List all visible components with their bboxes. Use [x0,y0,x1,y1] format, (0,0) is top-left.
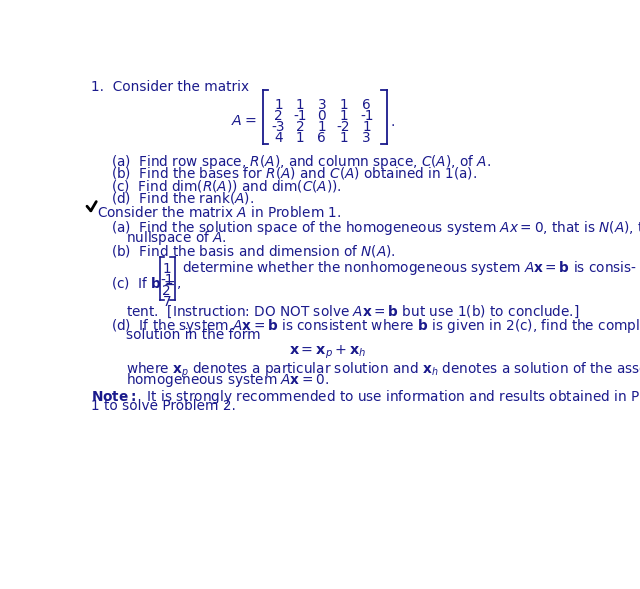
Text: 1: 1 [296,131,305,145]
Text: (c)  Find dim$(R(A))$ and dim$(C(A))$.: (c) Find dim$(R(A))$ and dim$(C(A))$. [111,178,342,194]
Text: 1: 1 [339,98,348,112]
Text: 1: 1 [339,131,348,145]
Text: (d)  Find the rank$(A)$.: (d) Find the rank$(A)$. [111,190,254,206]
Text: 1: 1 [362,120,371,134]
Text: 4: 4 [274,131,283,145]
Text: 1: 1 [339,109,348,123]
Text: 1: 1 [274,98,283,112]
Text: (a)  Find row space, $R(A)$, and column space, $C(A)$, of $A$.: (a) Find row space, $R(A)$, and column s… [111,153,491,171]
Text: (b)  Find the bases for $R(A)$ and $C(A)$ obtained in 1(a).: (b) Find the bases for $R(A)$ and $C(A)$… [111,166,477,181]
Text: nullspace of $A$.: nullspace of $A$. [127,229,227,247]
Text: 6: 6 [362,98,371,112]
Text: 1: 1 [163,263,171,276]
Text: homogeneous system $A\mathbf{x} = 0$.: homogeneous system $A\mathbf{x} = 0$. [127,371,330,389]
Text: 2: 2 [274,109,283,123]
Text: -2: -2 [337,120,350,134]
Text: 6: 6 [317,131,326,145]
Text: .: . [390,115,394,130]
Text: $\mathbf{Note:}$  It is strongly recommended to use information and results obta: $\mathbf{Note:}$ It is strongly recommen… [91,388,640,406]
Text: 1.  Consider the matrix: 1. Consider the matrix [91,80,249,94]
Text: 1 to solve Problem 2.: 1 to solve Problem 2. [91,399,236,413]
Text: (b)  Find the basis and dimension of $N(A)$.: (b) Find the basis and dimension of $N(A… [111,243,396,259]
Text: 1: 1 [317,120,326,134]
Text: 7: 7 [163,294,171,309]
Text: -1: -1 [360,109,374,123]
Text: tent.  [Instruction: DO NOT solve $A\mathbf{x} = \mathbf{b}$ but use 1(b) to con: tent. [Instruction: DO NOT solve $A\math… [127,303,580,319]
Text: 0: 0 [317,109,326,123]
Text: 1: 1 [296,98,305,112]
Text: Consider the matrix $A$ in Problem 1.: Consider the matrix $A$ in Problem 1. [97,204,341,220]
Text: 3: 3 [362,131,371,145]
Text: 2: 2 [163,284,171,298]
Text: 2: 2 [296,120,305,134]
Text: -1: -1 [160,273,173,287]
Text: $\mathbf{x} = \mathbf{x}_p + \mathbf{x}_h$: $\mathbf{x} = \mathbf{x}_p + \mathbf{x}_… [289,343,367,360]
Text: 3: 3 [317,98,326,112]
Text: ,: , [177,276,181,290]
Text: (d)  If the system $A\mathbf{x} = \mathbf{b}$ is consistent where $\mathbf{b}$ i: (d) If the system $A\mathbf{x} = \mathbf… [111,317,640,335]
Text: where $\mathbf{x}_p$ denotes a particular solution and $\mathbf{x}_h$ denotes a : where $\mathbf{x}_p$ denotes a particula… [127,360,640,379]
Text: (c)  If $\mathbf{b}=$: (c) If $\mathbf{b}=$ [111,274,175,291]
Text: determine whether the nonhomogeneous system $A\mathbf{x} = \mathbf{b}$ is consis: determine whether the nonhomogeneous sys… [182,259,637,277]
Text: $A=$: $A=$ [231,114,257,128]
Text: (a)  Find the solution space of the homogeneous system $Ax = 0$, that is $N(A)$,: (a) Find the solution space of the homog… [111,219,640,237]
Text: solution in the form: solution in the form [127,328,261,342]
Text: -3: -3 [271,120,285,134]
Text: -1: -1 [293,109,307,123]
